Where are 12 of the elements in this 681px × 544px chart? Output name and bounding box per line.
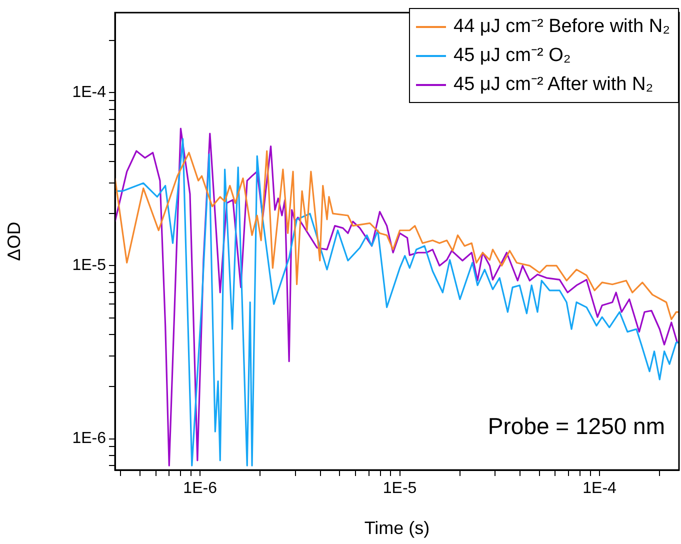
y-tick-label: 1E-5 <box>72 257 106 274</box>
y-tick-label: 1E-6 <box>72 430 106 448</box>
legend-label: 44 μJ cm⁻² Before with N₂ <box>454 15 670 39</box>
legend-label: 45 μJ cm⁻² O₂ <box>454 44 571 68</box>
x-tick-label: 1E-5 <box>382 480 417 498</box>
legend-label: 45 μJ cm⁻² After with N₂ <box>454 73 654 97</box>
y-axis-title: ΔOD <box>4 222 24 261</box>
annotation: Probe = 1250 nm <box>488 413 665 440</box>
x-tick-label: 1E-4 <box>582 480 617 498</box>
x-tick-label: 1E-6 <box>183 480 218 498</box>
y-tick-label: 1E-4 <box>72 84 106 102</box>
x-axis-title: Time (s) <box>364 518 430 538</box>
